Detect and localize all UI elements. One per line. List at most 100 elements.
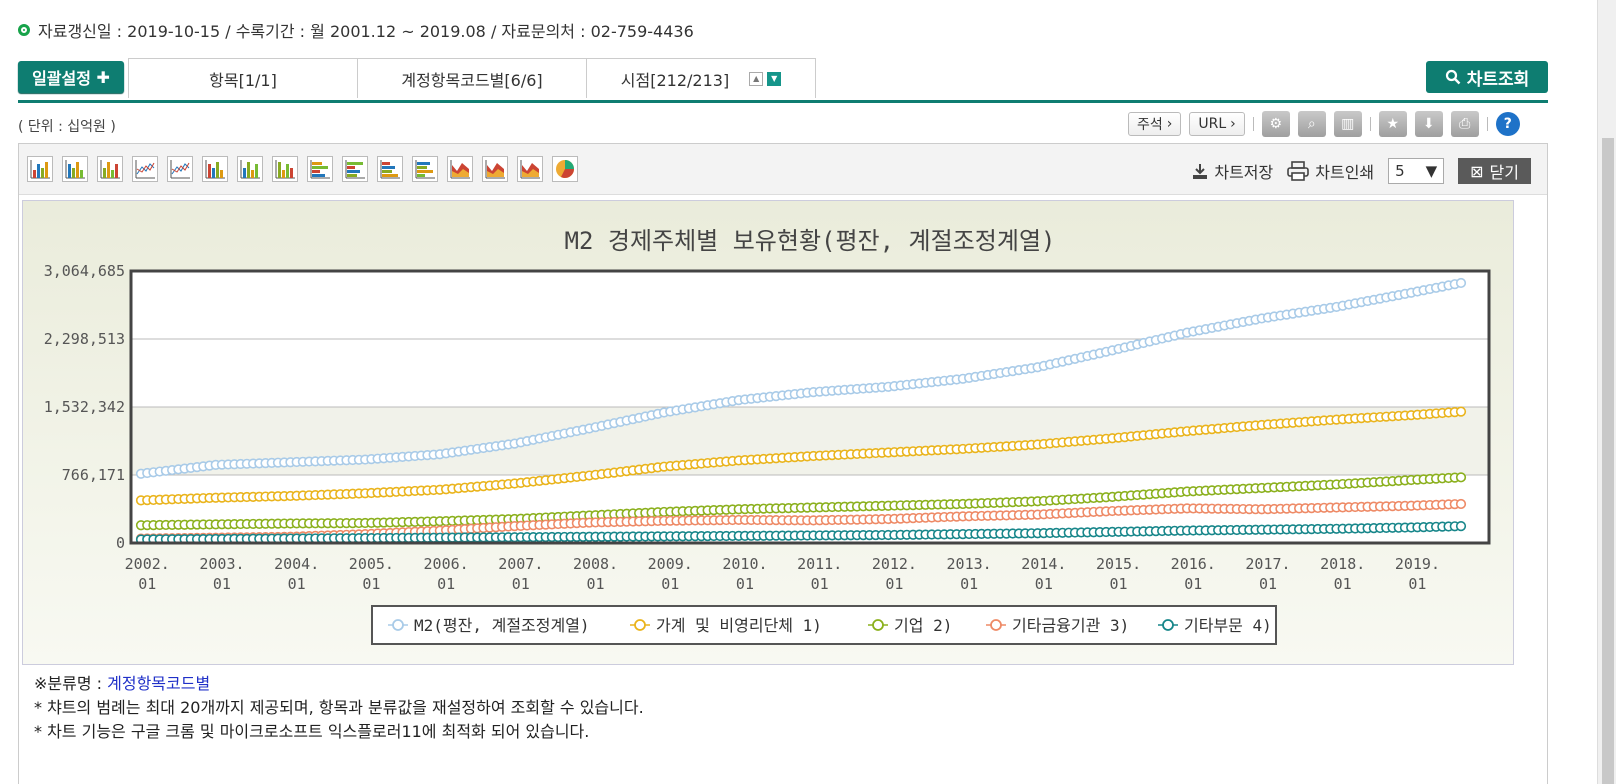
data-point [1455, 498, 1467, 510]
category-link[interactable]: 계정항목코드별 [107, 674, 211, 693]
divider [1252, 117, 1254, 131]
tab-account-code[interactable]: 계정항목코드별[6/6] [357, 58, 587, 98]
chart-title: M2 경제주체별 보유현황(평잔, 계절조정계열) [565, 227, 1056, 255]
x-tick-label: 2014. [1021, 555, 1066, 573]
x-tick-label: 01 [1334, 575, 1352, 593]
image-search-icon[interactable]: ⌕ [1297, 111, 1326, 137]
close-chart-button[interactable]: ⊠ 닫기 [1458, 158, 1531, 184]
chart-type-bar-icon[interactable] [272, 156, 298, 182]
y-tick-label: 766,171 [62, 466, 125, 484]
x-tick-label: 2009. [648, 555, 693, 573]
series-가계 및 비영리단체 1) [135, 406, 1467, 506]
x-tick-label: 2015. [1096, 555, 1141, 573]
close-chart-label: 닫기 [1489, 163, 1519, 182]
legend-marker [990, 619, 1002, 631]
category-label: ※분류명 : [34, 674, 108, 693]
x-tick-label: 01 [512, 575, 530, 593]
x-tick-label: 2003. [199, 555, 244, 573]
bar-chart-icon[interactable]: ▥ [1333, 111, 1362, 137]
chart-type-hbar-icon[interactable] [342, 156, 368, 182]
x-tick-label: 2005. [349, 555, 394, 573]
collapse-up-icon[interactable]: ▲ [749, 71, 764, 86]
chart-type-bar-icon[interactable] [237, 156, 263, 182]
chart-query-button[interactable]: 차트조회 [1426, 61, 1548, 93]
line-chart: M2 경제주체별 보유현황(평잔, 계절조정계열) 3,064,685 2,298,… [44, 227, 1491, 645]
x-tick-label: 2007. [498, 555, 543, 573]
chart-type-area-icon[interactable] [447, 156, 473, 182]
x-tick-label: 2017. [1245, 555, 1290, 573]
dropdown-arrow-icon: ▼ [1425, 162, 1438, 180]
gear-icon[interactable]: ⚙ [1261, 111, 1290, 137]
chart-type-bar-icon[interactable] [202, 156, 228, 182]
download-icon[interactable]: ⬇ [1414, 111, 1443, 137]
x-tick-label: 01 [437, 575, 455, 593]
chart-type-bar-icon[interactable] [97, 156, 123, 182]
chart-type-pie-icon[interactable] [552, 156, 578, 182]
chart-toolbar: 주석 › URL › ⚙ ⌕ ▥ ★ ⬇ ⎙ ? [1128, 110, 1520, 138]
url-label: URL [1198, 116, 1227, 132]
x-tick-label: 01 [1035, 575, 1053, 593]
x-tick-label: 01 [811, 575, 829, 593]
series-기타부문 4) [135, 521, 1467, 545]
batch-settings-button[interactable]: 일괄설정 ✚ [18, 61, 124, 93]
chart-type-hbar-icon[interactable] [307, 156, 333, 182]
scroll-thumb[interactable] [1602, 138, 1614, 784]
chart-query-label: 차트조회 [1466, 69, 1530, 90]
notes: ※분류명 : 계정항목코드별 * 챠트의 범례는 최대 20개까지 제공되며, … [34, 672, 644, 744]
tab-item-label: 항목[1/1] [209, 70, 277, 90]
info-bullet-icon [18, 24, 30, 36]
x-tick-label: 01 [1408, 575, 1426, 593]
tab-period[interactable]: 시점[212/213] ▲ ▼ [586, 58, 816, 98]
y-tick-label: 2,298,513 [44, 330, 125, 348]
y-tick-label: 3,064,685 [44, 262, 125, 280]
tab-bar: 일괄설정 ✚ 항목[1/1] 계정항목코드별[6/6] 시점[212/213] … [18, 58, 1548, 103]
x-tick-label: 2010. [722, 555, 767, 573]
x-tick-label: 2019. [1395, 555, 1440, 573]
annotation-label: 주석 [1137, 117, 1163, 133]
url-button[interactable]: URL › [1189, 112, 1245, 136]
series-기업 2) [135, 472, 1467, 531]
y-tick-label: 0 [116, 534, 125, 552]
note-legend-limit: * 챠트의 범례는 최대 20개까지 제공되며, 항목과 분류값을 재설정하여 … [34, 698, 644, 717]
star-icon[interactable]: ★ [1378, 111, 1407, 137]
x-tick-label: 2002. [125, 555, 170, 573]
help-icon[interactable]: ? [1495, 112, 1520, 136]
x-tick-label: 01 [586, 575, 604, 593]
chart-type-line-icon[interactable] [167, 156, 193, 182]
page-scrollbar[interactable] [1597, 0, 1616, 784]
x-tick-label: 01 [1110, 575, 1128, 593]
chart-type-hbar-icon[interactable] [412, 156, 438, 182]
legend-label[interactable]: 기타금융기관 3) [1012, 616, 1129, 635]
chart-type-area-icon[interactable] [517, 156, 543, 182]
chart-type-hbar-icon[interactable] [377, 156, 403, 182]
x-tick-label: 2018. [1320, 555, 1365, 573]
x-tick-label: 2004. [274, 555, 319, 573]
chart-print-button[interactable]: 차트인쇄 [1287, 159, 1374, 183]
data-info-line: 자료갱신일 : 2019-10-15 / 수록기간 : 월 2001.12 ~ … [18, 18, 694, 42]
chart-print-label: 차트인쇄 [1315, 163, 1375, 182]
x-tick-label: 2006. [424, 555, 469, 573]
divider [1369, 117, 1371, 131]
series-count-select[interactable]: 5 ▼ [1388, 158, 1445, 184]
legend-label[interactable]: 기타부문 4) [1184, 616, 1272, 635]
chart-type-bar-icon[interactable] [27, 156, 53, 182]
legend-label[interactable]: M2(평잔, 계절조정계열) [414, 616, 590, 635]
legend-label[interactable]: 기업 2) [894, 616, 952, 635]
legend-label[interactable]: 가계 및 비영리단체 1) [656, 616, 822, 635]
annotation-button[interactable]: 주석 › [1128, 112, 1182, 136]
legend-marker [1162, 619, 1174, 631]
x-tick-label: 01 [1184, 575, 1202, 593]
unit-label: ( 단위 : 십억원 ) [18, 119, 116, 135]
chart-save-button[interactable]: 차트저장 [1192, 159, 1273, 183]
note-browser-support: * 차트 기능은 구글 크롬 및 마이크로소프트 익스플로러11에 최적화 되어… [34, 722, 590, 741]
chart-type-bar-icon[interactable] [62, 156, 88, 182]
print-icon[interactable]: ⎙ [1450, 111, 1479, 137]
info-text: 자료갱신일 : 2019-10-15 / 수록기간 : 월 2001.12 ~ … [38, 22, 694, 41]
x-tick-label: 01 [736, 575, 754, 593]
chart-type-area-icon[interactable] [482, 156, 508, 182]
download-icon [1193, 164, 1208, 179]
expand-down-icon[interactable]: ▼ [767, 71, 782, 86]
tab-item[interactable]: 항목[1/1] [128, 58, 358, 98]
chart-type-line-icon[interactable] [132, 156, 158, 182]
close-box-icon: ⊠ [1470, 161, 1484, 181]
